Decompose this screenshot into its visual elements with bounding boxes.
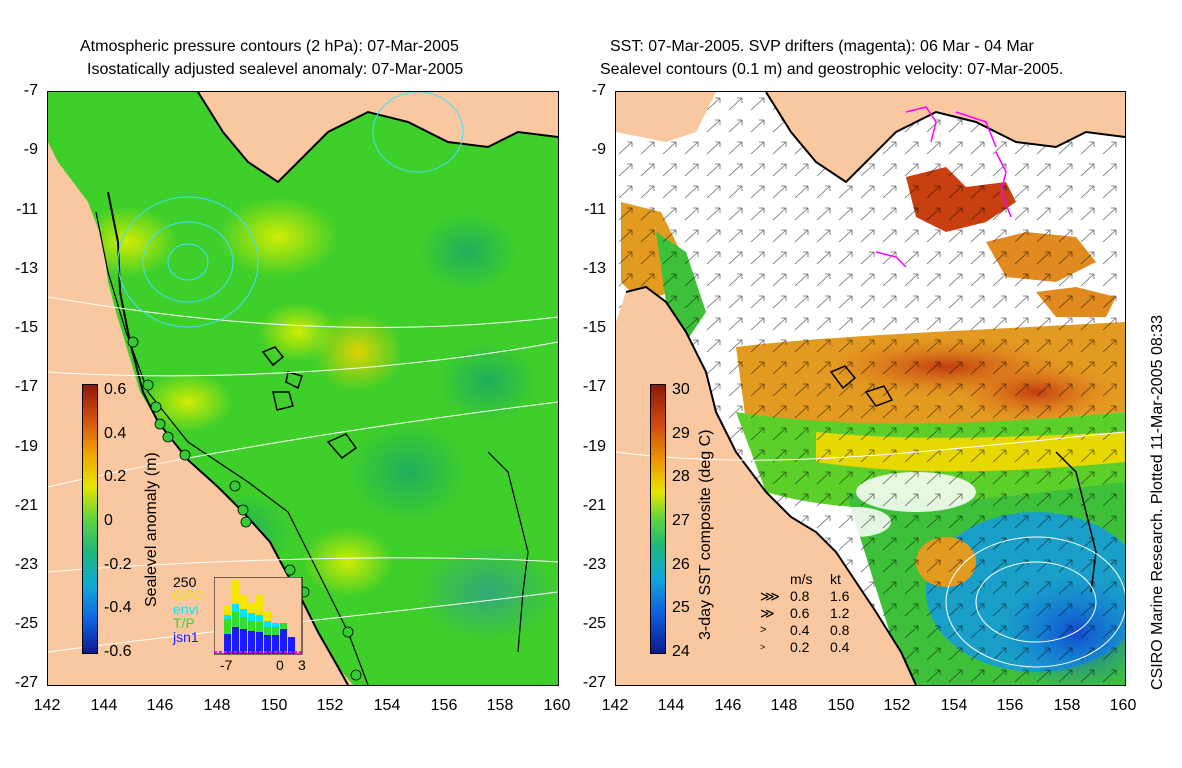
right-xtick: 152 [883, 697, 911, 714]
left-xtick: 154 [373, 697, 401, 714]
left-colorbar-tick: 0.4 [104, 425, 127, 442]
right-xtick: 144 [657, 697, 685, 714]
right-ytick: -17 [582, 378, 606, 395]
right-colorbar-tick: 30 [672, 381, 690, 398]
right-ytick: -9 [591, 141, 606, 158]
left-ytick: -25 [14, 615, 38, 632]
left-ytick: -9 [23, 141, 38, 158]
right-colorbar [650, 384, 666, 654]
sst-map [616, 92, 1125, 685]
velocity-legend-row: ≫ 0.6 1.2 [760, 605, 850, 621]
left-xtick: 150 [260, 697, 288, 714]
histogram-legend-tp: T/P [173, 615, 195, 631]
right-colorbar-tick: 26 [672, 556, 690, 573]
histogram-legend-gfo: GFO [173, 587, 204, 603]
left-xtick: 144 [90, 697, 118, 714]
left-ytick: -27 [14, 674, 38, 691]
right-colorbar-tick: 28 [672, 468, 690, 485]
histogram-max-label: 250 [173, 574, 197, 590]
right-xtick: 158 [1053, 697, 1081, 714]
right-xtick: 142 [601, 697, 629, 714]
left-colorbar-label: Sealevel anomaly (m) [143, 452, 160, 607]
right-xtick: 150 [827, 697, 855, 714]
right-ytick: -27 [582, 674, 606, 691]
right-xtick: 146 [714, 697, 742, 714]
right-title-line2: Sealevel contours (0.1 m) and geostrophi… [600, 61, 1064, 78]
velocity-legend-row: > 0.4 0.8 [760, 622, 850, 638]
right-colorbar-tick: 27 [672, 512, 690, 529]
left-colorbar [82, 384, 98, 654]
left-xtick: 148 [203, 697, 231, 714]
arrow-icon: > [760, 624, 767, 636]
velocity-legend-header-kt: kt [830, 571, 841, 587]
left-xtick: 156 [430, 697, 458, 714]
right-map [615, 91, 1126, 686]
right-xtick: 160 [1109, 697, 1137, 714]
velocity-legend-row: ⋙ 0.8 1.6 [760, 588, 850, 604]
left-ytick: -19 [14, 438, 38, 455]
left-colorbar-tick: -0.2 [104, 556, 132, 573]
arrow-icon: ≫ [760, 605, 775, 621]
right-ytick: -25 [582, 615, 606, 632]
right-ytick: -7 [591, 82, 606, 99]
left-xtick: 152 [316, 697, 344, 714]
histogram-xtick: 3 [298, 657, 306, 673]
velocity-legend-header-ms: m/s [790, 571, 813, 587]
histogram-legend-jsn1: jsn1 [173, 629, 199, 645]
velocity-legend-row: > 0.2 0.4 [760, 639, 850, 655]
right-colorbar-tick: 29 [672, 425, 690, 442]
arrow-icon: > [760, 642, 766, 652]
histogram-xtick: 0 [276, 657, 284, 673]
right-colorbar-tick: 24 [672, 643, 690, 660]
left-xtick: 142 [33, 697, 61, 714]
altimeter-histogram [214, 577, 303, 655]
left-ytick: -15 [14, 319, 38, 336]
right-xtick: 148 [770, 697, 798, 714]
right-title-line1: SST: 07-Mar-2005. SVP drifters (magenta)… [610, 38, 1034, 55]
right-ytick: -23 [582, 556, 606, 573]
left-xtick: 146 [146, 697, 174, 714]
left-ytick: -13 [14, 260, 38, 277]
left-colorbar-tick: -0.4 [104, 599, 132, 616]
left-xtick: 158 [486, 697, 514, 714]
right-xtick: 156 [996, 697, 1024, 714]
arrow-icon: ⋙ [760, 588, 780, 604]
left-map [47, 91, 559, 686]
right-xtick: 154 [940, 697, 968, 714]
right-ytick: -13 [582, 260, 606, 277]
right-ytick: -21 [582, 497, 606, 514]
left-title-line2: Isostatically adjusted sealevel anomaly:… [87, 61, 464, 78]
left-ytick: -11 [16, 201, 38, 218]
left-ytick: -21 [14, 497, 38, 514]
left-colorbar-tick: -0.6 [104, 643, 132, 660]
histogram-legend-envi: envi [173, 601, 199, 617]
histogram-xtick: -7 [220, 657, 233, 673]
left-xtick: 160 [543, 697, 571, 714]
right-ytick: -15 [582, 319, 606, 336]
right-ytick: -11 [584, 201, 606, 218]
right-colorbar-tick: 25 [672, 599, 690, 616]
left-ytick: -17 [14, 378, 38, 395]
left-colorbar-tick: 0.2 [104, 468, 127, 485]
left-colorbar-tick: 0.6 [104, 381, 127, 398]
right-ytick: -19 [582, 438, 606, 455]
credit-text: CSIRO Marine Research. Plotted 11-Mar-20… [1149, 315, 1166, 690]
sealevel-anomaly-map [48, 92, 558, 685]
left-colorbar-tick: 0 [104, 512, 113, 529]
right-colorbar-label: 3-day SST composite (deg C) [697, 429, 714, 640]
left-ytick: -23 [14, 556, 38, 573]
left-ytick: -7 [23, 82, 38, 99]
velocity-legend: m/s kt ⋙ 0.8 1.6 ≫ 0.6 1.2 > 0.4 0.8 > 0… [760, 571, 849, 656]
left-title-line1: Atmospheric pressure contours (2 hPa): 0… [80, 38, 459, 55]
